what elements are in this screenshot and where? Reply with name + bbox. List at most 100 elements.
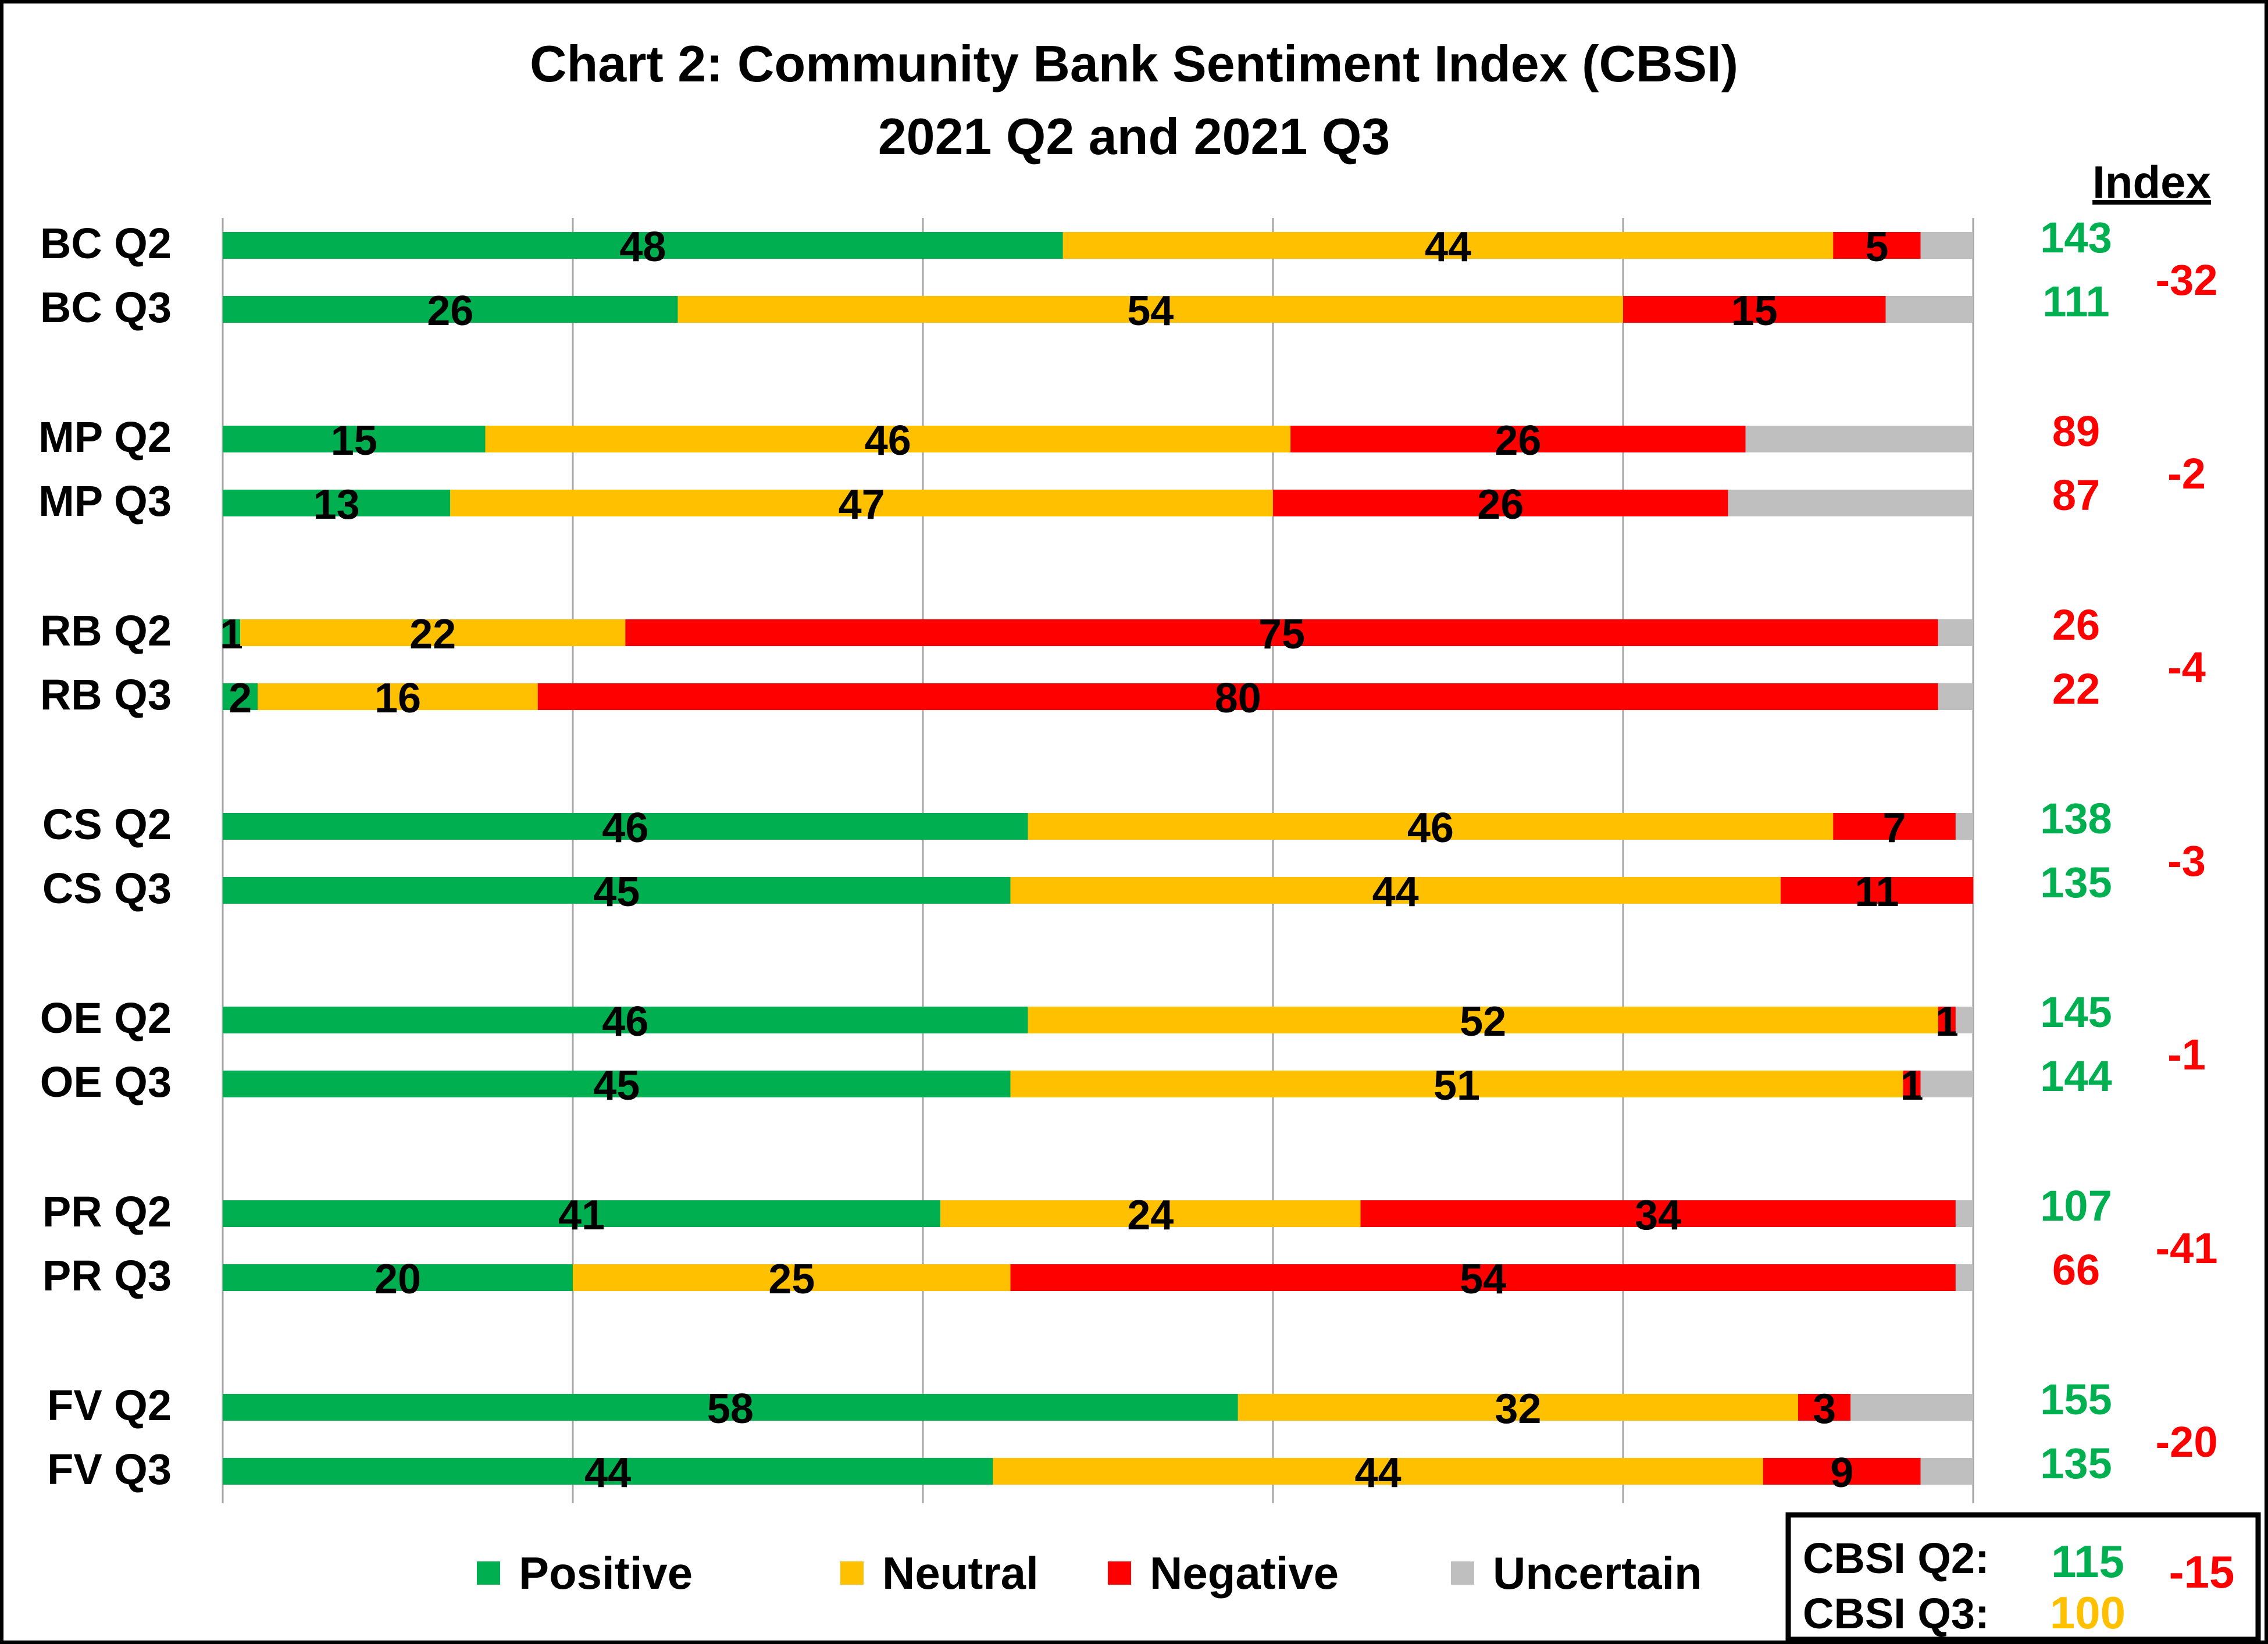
bar-segment-neutral — [1028, 813, 1834, 840]
index-value: 22 — [2052, 665, 2100, 713]
data-label-neutral: 44 — [1355, 1450, 1402, 1496]
data-label-positive: 2 — [229, 675, 252, 722]
data-label-positive: 1 — [220, 611, 243, 658]
cbsi-summary-box: CBSI Q2: CBSI Q3: 115 100 -15 — [1785, 1512, 2261, 1642]
data-label-neutral: 32 — [1495, 1386, 1541, 1432]
bar-segment-neutral — [485, 426, 1291, 452]
bar-segment-neutral — [677, 296, 1623, 323]
bar-segment-neutral — [1238, 1394, 1798, 1421]
legend-label: Positive — [519, 1547, 693, 1599]
bar-segment-positive — [223, 1458, 993, 1485]
index-value: 26 — [2052, 601, 2100, 649]
data-label-neutral: 25 — [768, 1256, 815, 1303]
bar-segment-neutral — [258, 683, 538, 710]
chart-title: Chart 2: Community Bank Sentiment Index … — [530, 35, 1738, 92]
index-value: 107 — [2040, 1182, 2112, 1230]
bar-segment-negative — [1290, 426, 1746, 452]
data-label-neutral: 16 — [375, 675, 421, 722]
group-change-value: -41 — [2156, 1224, 2218, 1272]
index-header: Index — [2092, 156, 2211, 208]
bar-segment-uncertain — [1850, 1394, 1973, 1421]
data-label-neutral: 52 — [1460, 998, 1506, 1045]
bar-segment-neutral — [240, 619, 626, 646]
data-label-neutral: 44 — [1372, 869, 1419, 915]
category-label: FV Q2 — [47, 1381, 172, 1429]
legend-swatch — [477, 1561, 500, 1585]
data-label-positive: 58 — [707, 1386, 754, 1432]
data-label-neutral: 54 — [1127, 288, 1174, 334]
index-value: 135 — [2040, 1439, 2112, 1488]
data-label-neutral: 51 — [1433, 1062, 1480, 1109]
bar-segment-uncertain — [1885, 296, 1973, 323]
bar-segment-negative — [1360, 1200, 1956, 1227]
bar-segment-negative — [1623, 296, 1886, 323]
cbsi-q3-value: 100 — [2050, 1587, 2126, 1638]
bar-segment-negative — [1833, 813, 1956, 840]
index-value: 111 — [2042, 277, 2109, 326]
bar-segment-neutral — [993, 1458, 1763, 1485]
bar-segment-negative — [537, 683, 1938, 710]
bar-segment-uncertain — [1938, 683, 1973, 710]
data-label-negative: 1 — [1900, 1062, 1924, 1109]
bar-segment-neutral — [1010, 1071, 1903, 1097]
bar-segment-neutral — [940, 1200, 1361, 1227]
data-label-negative: 7 — [1883, 805, 1906, 851]
bar-segment-negative — [1938, 1007, 1956, 1033]
data-label-positive: 45 — [593, 1062, 640, 1109]
legend-label: Uncertain — [1493, 1547, 1702, 1599]
data-label-positive: 46 — [602, 805, 648, 851]
index-value: 144 — [2040, 1052, 2112, 1100]
bar-segment-positive — [223, 426, 486, 452]
bar-segment-negative — [1798, 1394, 1851, 1421]
legend-swatch — [1108, 1561, 1131, 1585]
category-label: PR Q2 — [42, 1187, 172, 1236]
bar-segment-positive — [223, 1071, 1011, 1097]
data-label-positive: 41 — [558, 1192, 605, 1239]
category-label: FV Q3 — [47, 1445, 172, 1493]
bar-segment-negative — [1780, 877, 1973, 904]
index-value: 143 — [2040, 213, 2112, 262]
cbsi-q3-label: CBSI Q3: — [1803, 1589, 1989, 1638]
bar-segment-uncertain — [1728, 490, 1973, 516]
data-label-positive: 45 — [593, 869, 640, 915]
data-label-negative: 9 — [1830, 1450, 1853, 1496]
category-label: CS Q2 — [42, 800, 172, 848]
category-label: RB Q3 — [40, 671, 172, 719]
category-label: CS Q3 — [42, 864, 172, 912]
data-label-negative: 26 — [1477, 482, 1524, 528]
data-label-negative: 26 — [1495, 418, 1541, 464]
group-change-value: -32 — [2156, 256, 2218, 304]
chart-subtitle: 2021 Q2 and 2021 Q3 — [878, 108, 1390, 165]
bar-segment-negative — [1763, 1458, 1921, 1485]
bar-segment-positive — [223, 490, 451, 516]
bar-segment-positive — [223, 619, 241, 646]
data-label-negative: 34 — [1635, 1192, 1681, 1239]
index-value: 87 — [2052, 471, 2100, 519]
legend: Positive Neutral Negative Uncertain — [477, 1547, 1702, 1599]
bar-segment-negative — [1833, 232, 1921, 259]
data-label-positive: 15 — [331, 418, 377, 464]
category-label: BC Q2 — [40, 219, 172, 268]
bar-segment-positive — [223, 296, 678, 323]
bar-segment-neutral — [1010, 877, 1781, 904]
data-label-neutral: 46 — [865, 418, 911, 464]
bar-segment-positive — [223, 877, 1011, 904]
cbsi-q2-label: CBSI Q2: — [1803, 1534, 1989, 1582]
data-label-negative: 11 — [1855, 869, 1899, 915]
legend-label: Negative — [1150, 1547, 1339, 1599]
bar-segment-neutral — [1028, 1007, 1938, 1033]
data-label-negative: 15 — [1731, 288, 1778, 334]
category-label: RB Q2 — [40, 607, 172, 655]
index-value: 138 — [2040, 794, 2112, 843]
data-label-positive: 26 — [427, 288, 473, 334]
bar-segment-negative — [625, 619, 1938, 646]
bar-segment-uncertain — [1745, 426, 1973, 452]
data-label-positive: 46 — [602, 998, 648, 1045]
index-value: 89 — [2052, 407, 2100, 455]
bar-segment-uncertain — [1920, 1458, 1973, 1485]
group-change-value: -20 — [2156, 1418, 2218, 1466]
data-label-negative: 80 — [1215, 675, 1261, 722]
bar-segment-negative — [1010, 1264, 1956, 1291]
bar-segment-uncertain — [1920, 1071, 1973, 1097]
